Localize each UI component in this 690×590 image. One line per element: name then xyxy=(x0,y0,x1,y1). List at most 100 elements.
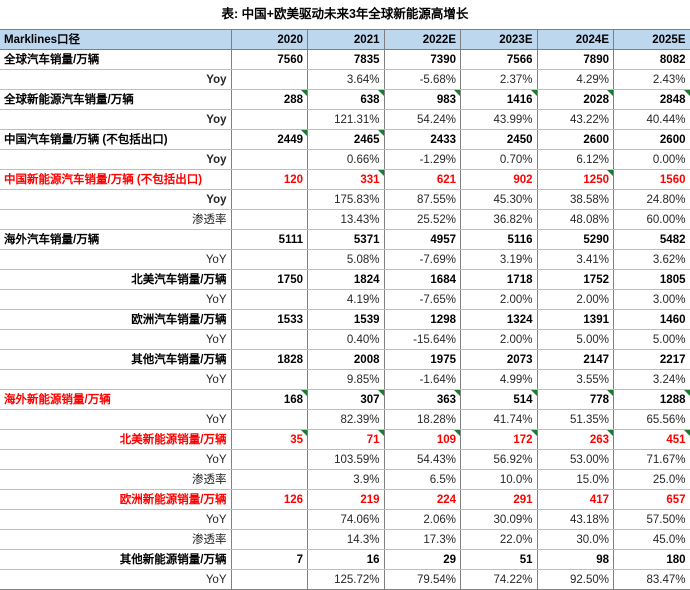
table-cell: 5111 xyxy=(231,230,308,250)
row-label: Yoy xyxy=(0,70,231,90)
table-cell: 224 xyxy=(384,490,461,510)
table-cell: 103.59% xyxy=(308,450,385,470)
column-header-year: 2025E xyxy=(614,30,690,50)
table-cell: 92.50% xyxy=(537,570,614,590)
table-cell: 1416 xyxy=(461,90,538,110)
table-cell: 54.43% xyxy=(384,450,461,470)
table-cell: 288 xyxy=(231,90,308,110)
comment-flag-icon xyxy=(454,430,460,436)
table-cell: 363 xyxy=(384,390,461,410)
table-cell: -7.69% xyxy=(384,250,461,270)
table-cell: 1805 xyxy=(614,270,690,290)
table-cell: 51 xyxy=(461,550,538,570)
table-cell xyxy=(231,330,308,350)
table-cell: -15.64% xyxy=(384,330,461,350)
table-cell xyxy=(231,150,308,170)
table-cell: 219 xyxy=(308,490,385,510)
table-cell: 3.41% xyxy=(537,250,614,270)
column-header-year: 2024E xyxy=(537,30,614,50)
comment-flag-icon xyxy=(607,430,613,436)
table-cell xyxy=(231,110,308,130)
table-cell: 10.0% xyxy=(461,470,538,490)
table-cell: 40.44% xyxy=(614,110,690,130)
table-cell xyxy=(231,470,308,490)
comment-flag-icon xyxy=(378,170,384,176)
table-cell: 2073 xyxy=(461,350,538,370)
table-cell: 0.70% xyxy=(461,150,538,170)
row-label: 其他汽车销量/万辆 xyxy=(0,350,231,370)
table-cell: 57.50% xyxy=(614,510,690,530)
table-cell: 2.43% xyxy=(614,70,690,90)
table-cell: 2600 xyxy=(537,130,614,150)
table-cell: 25.0% xyxy=(614,470,690,490)
table-cell: 621 xyxy=(384,170,461,190)
table-cell: 1288 xyxy=(614,390,690,410)
row-label: Yoy xyxy=(0,150,231,170)
row-label: 欧洲汽车销量/万辆 xyxy=(0,310,231,330)
table-cell: 48.08% xyxy=(537,210,614,230)
table-cell: 2.06% xyxy=(384,510,461,530)
table-cell: 3.24% xyxy=(614,370,690,390)
row-label: 渗透率 xyxy=(0,470,231,490)
comment-flag-icon xyxy=(454,390,460,396)
table-cell: 4.19% xyxy=(308,290,385,310)
table-cell: 331 xyxy=(308,170,385,190)
table-cell: 175.83% xyxy=(308,190,385,210)
table-cell: 74.22% xyxy=(461,570,538,590)
table-cell: 5.00% xyxy=(537,330,614,350)
table-cell: 43.18% xyxy=(537,510,614,530)
table-cell: 14.3% xyxy=(308,530,385,550)
comment-flag-icon xyxy=(531,90,537,96)
table-cell: 1752 xyxy=(537,270,614,290)
table-cell xyxy=(231,190,308,210)
table-cell: 3.55% xyxy=(537,370,614,390)
table-cell: 87.55% xyxy=(384,190,461,210)
table-cell xyxy=(231,70,308,90)
table-cell: 15.0% xyxy=(537,470,614,490)
table-cell: 109 xyxy=(384,430,461,450)
table-cell: 17.3% xyxy=(384,530,461,550)
table-cell: 1533 xyxy=(231,310,308,330)
table-cell: -1.29% xyxy=(384,150,461,170)
row-label: 海外新能源销量/万辆 xyxy=(0,390,231,410)
table-cell: 2.00% xyxy=(461,330,538,350)
table-cell: 1460 xyxy=(614,310,690,330)
row-label: 渗透率 xyxy=(0,210,231,230)
table-cell: 4.99% xyxy=(461,370,538,390)
row-label: 全球汽车销量/万辆 xyxy=(0,50,231,70)
table-cell: 6.12% xyxy=(537,150,614,170)
table-cell: 45.30% xyxy=(461,190,538,210)
comment-flag-icon xyxy=(607,170,613,176)
row-label: 欧洲新能源销量/万辆 xyxy=(0,490,231,510)
table-cell: 1250 xyxy=(537,170,614,190)
row-label: 北美汽车销量/万辆 xyxy=(0,270,231,290)
column-header-year: 2022E xyxy=(384,30,461,50)
row-label: YoY xyxy=(0,410,231,430)
table-cell: 1560 xyxy=(614,170,690,190)
table-cell: 7390 xyxy=(384,50,461,70)
table-cell: 45.0% xyxy=(614,530,690,550)
table-cell: 71.67% xyxy=(614,450,690,470)
table-cell: 4957 xyxy=(384,230,461,250)
table-cell: 2.00% xyxy=(461,290,538,310)
table-cell: 7560 xyxy=(231,50,308,70)
table-cell: 5371 xyxy=(308,230,385,250)
table-cell: 451 xyxy=(614,430,690,450)
table-cell: 54.24% xyxy=(384,110,461,130)
figure-title: 表: 中国+欧美驱动未来3年全球新能源高增长 xyxy=(0,0,690,29)
table-cell: 1298 xyxy=(384,310,461,330)
table-cell: 74.06% xyxy=(308,510,385,530)
table-cell: 3.64% xyxy=(308,70,385,90)
table-cell: 7 xyxy=(231,550,308,570)
